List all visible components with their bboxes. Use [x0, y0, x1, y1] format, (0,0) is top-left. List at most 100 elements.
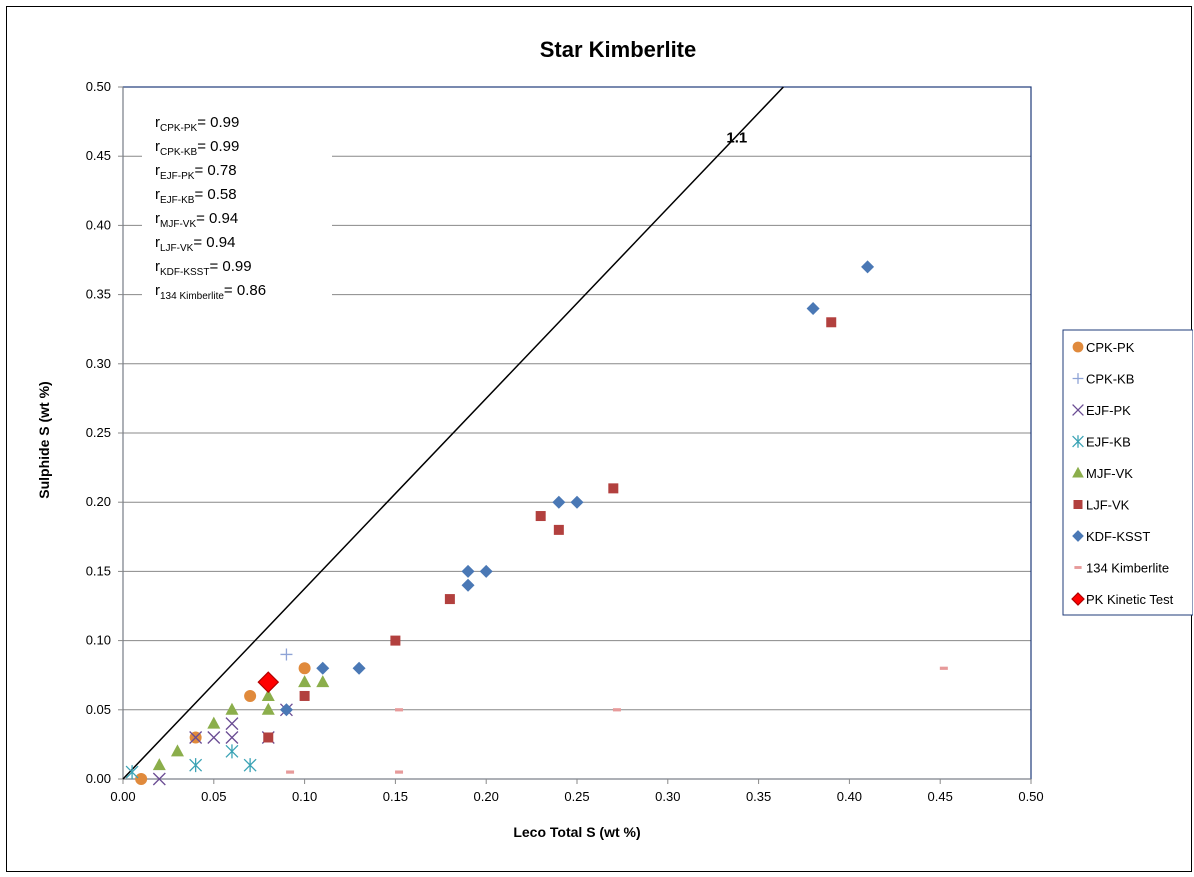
legend-label: CPK-KB: [1086, 372, 1134, 387]
point-ljf-vk: [390, 635, 401, 646]
correlation-coefficient: rKDF-KSST= 0.99: [155, 258, 252, 278]
x-tick-label: 0.00: [110, 789, 135, 804]
legend-label: EJF-PK: [1086, 403, 1131, 418]
chart-frame: Star Kimberlite 0.00 0.05 0.10 0.15 0.20 0.25…: [6, 6, 1193, 872]
point-ejf-kb: [243, 758, 257, 773]
legend-label: PK Kinetic Test: [1086, 592, 1174, 607]
legend-label: CPK-PK: [1086, 340, 1135, 355]
point-kdf-ksst: [461, 578, 475, 592]
x-tick-label: 0.10: [292, 789, 317, 804]
point-cpk-kb: [280, 648, 293, 661]
point-kdf-ksst: [352, 661, 366, 675]
point-kdf-ksst: [479, 564, 493, 578]
x-tick-label: 0.20: [474, 789, 499, 804]
point-ejf-pk: [225, 731, 239, 744]
correlation-coefficient: rEJF-KB= 0.58: [155, 186, 237, 206]
x-tick-label: 0.40: [837, 789, 862, 804]
legend: CPK-PK CPK-KB EJF-PK EJF-KB MJF-VK LJF-VK KDF-…: [1062, 329, 1193, 616]
point-ljf-vk: [444, 594, 455, 605]
reference-line: 1.1: [122, 86, 784, 780]
correlation-coefficient: r134 Kimberlite= 0.86: [155, 282, 266, 302]
y-tick-label: 0.30: [86, 356, 111, 371]
scatter-chart: Star Kimberlite 0.00 0.05 0.10 0.15 0.20 0.25…: [36, 37, 1193, 840]
point-cpk-pk: [244, 689, 257, 702]
point-pk-kinetic-test: [257, 671, 280, 693]
correlation-coefficient: rCPK-KB= 0.99: [155, 138, 239, 158]
y-tick-label: 0.25: [86, 425, 111, 440]
legend-label: EJF-KB: [1086, 435, 1131, 450]
point-kdf-ksst: [316, 661, 330, 675]
data-points: [125, 260, 948, 786]
point-ljf-vk: [608, 483, 619, 494]
x-axis-title: Leco Total S (wt %): [513, 824, 640, 840]
point-mjf-vk: [207, 716, 221, 729]
correlation-coefficient: rLJF-VK= 0.94: [155, 234, 235, 254]
point-ljf-vk: [299, 690, 310, 701]
correlation-annotations: rCPK-PK= 0.99 rCPK-KB= 0.99 rEJF-PK= 0.78 r…: [142, 104, 332, 304]
point-kdf-ksst: [570, 495, 584, 509]
legend-marker: [1071, 592, 1085, 606]
y-tick-label: 0.10: [86, 633, 111, 648]
point-kdf-ksst: [279, 703, 293, 717]
point-134-kimberlite: [395, 708, 404, 712]
point-ljf-vk: [553, 524, 564, 535]
y-tick-label: 0.35: [86, 287, 111, 302]
point-ejf-pk: [189, 731, 203, 744]
point-kdf-ksst: [552, 495, 566, 509]
reference-line-1-1: [122, 86, 784, 780]
y-axis-ticks: 0.00 0.05 0.10 0.15 0.20 0.25 0.30 0.35 0.40 0.45…: [86, 79, 124, 786]
point-ejf-kb: [125, 765, 139, 780]
correlation-coefficient: rMJF-VK= 0.94: [155, 210, 238, 230]
x-tick-label: 0.05: [201, 789, 226, 804]
y-axis-title: Sulphide S (wt %): [36, 381, 52, 498]
y-tick-label: 0.20: [86, 494, 111, 509]
point-ljf-vk: [535, 511, 546, 522]
point-kdf-ksst: [461, 564, 475, 578]
correlation-coefficient: rEJF-PK= 0.78: [155, 162, 237, 182]
legend-marker: [1072, 530, 1084, 542]
point-ejf-pk: [225, 717, 239, 731]
y-tick-label: 0.15: [86, 563, 111, 578]
reference-line-label: 1.1: [726, 129, 747, 146]
point-ejf-pk: [152, 772, 166, 786]
point-ejf-kb: [225, 744, 239, 759]
point-ejf-pk: [207, 731, 221, 744]
x-tick-label: 0.15: [383, 789, 408, 804]
point-ljf-vk: [263, 732, 274, 743]
x-tick-label: 0.35: [746, 789, 771, 804]
y-tick-label: 0.45: [86, 148, 111, 163]
point-mjf-vk: [170, 744, 184, 757]
point-134-kimberlite: [395, 770, 404, 774]
y-tick-label: 0.50: [86, 79, 111, 94]
x-tick-label: 0.25: [564, 789, 589, 804]
legend-marker: [1072, 435, 1084, 448]
x-tick-label: 0.30: [655, 789, 680, 804]
point-mjf-vk: [316, 675, 330, 688]
annotation-background: [142, 104, 332, 304]
legend-marker: [1072, 404, 1084, 416]
y-tick-label: 0.00: [86, 771, 111, 786]
x-tick-label: 0.50: [1018, 789, 1043, 804]
y-tick-label: 0.05: [86, 702, 111, 717]
point-134-kimberlite: [939, 666, 948, 670]
legend-box: [1062, 329, 1193, 616]
legend-marker: [1074, 566, 1082, 569]
point-mjf-vk: [261, 688, 275, 701]
point-kdf-ksst: [861, 260, 875, 274]
point-mjf-vk: [298, 675, 312, 688]
point-mjf-vk: [152, 758, 166, 771]
x-axis-ticks: 0.00 0.05 0.10 0.15 0.20 0.25 0.30 0.35 0.40 0.45…: [110, 778, 1044, 804]
point-134-kimberlite: [612, 708, 621, 712]
legend-marker: [1072, 341, 1084, 353]
correlation-coefficient: rCPK-PK= 0.99: [155, 114, 239, 134]
point-mjf-vk: [261, 702, 275, 715]
legend-label: MJF-VK: [1086, 466, 1133, 481]
point-kdf-ksst: [806, 301, 820, 315]
point-mjf-vk: [225, 702, 239, 715]
legend-marker: [1073, 500, 1083, 509]
legend-label: KDF-KSST: [1086, 529, 1150, 544]
point-ljf-vk: [826, 317, 837, 328]
point-cpk-pk: [298, 662, 311, 675]
point-134-kimberlite: [286, 770, 295, 774]
y-tick-label: 0.40: [86, 217, 111, 232]
